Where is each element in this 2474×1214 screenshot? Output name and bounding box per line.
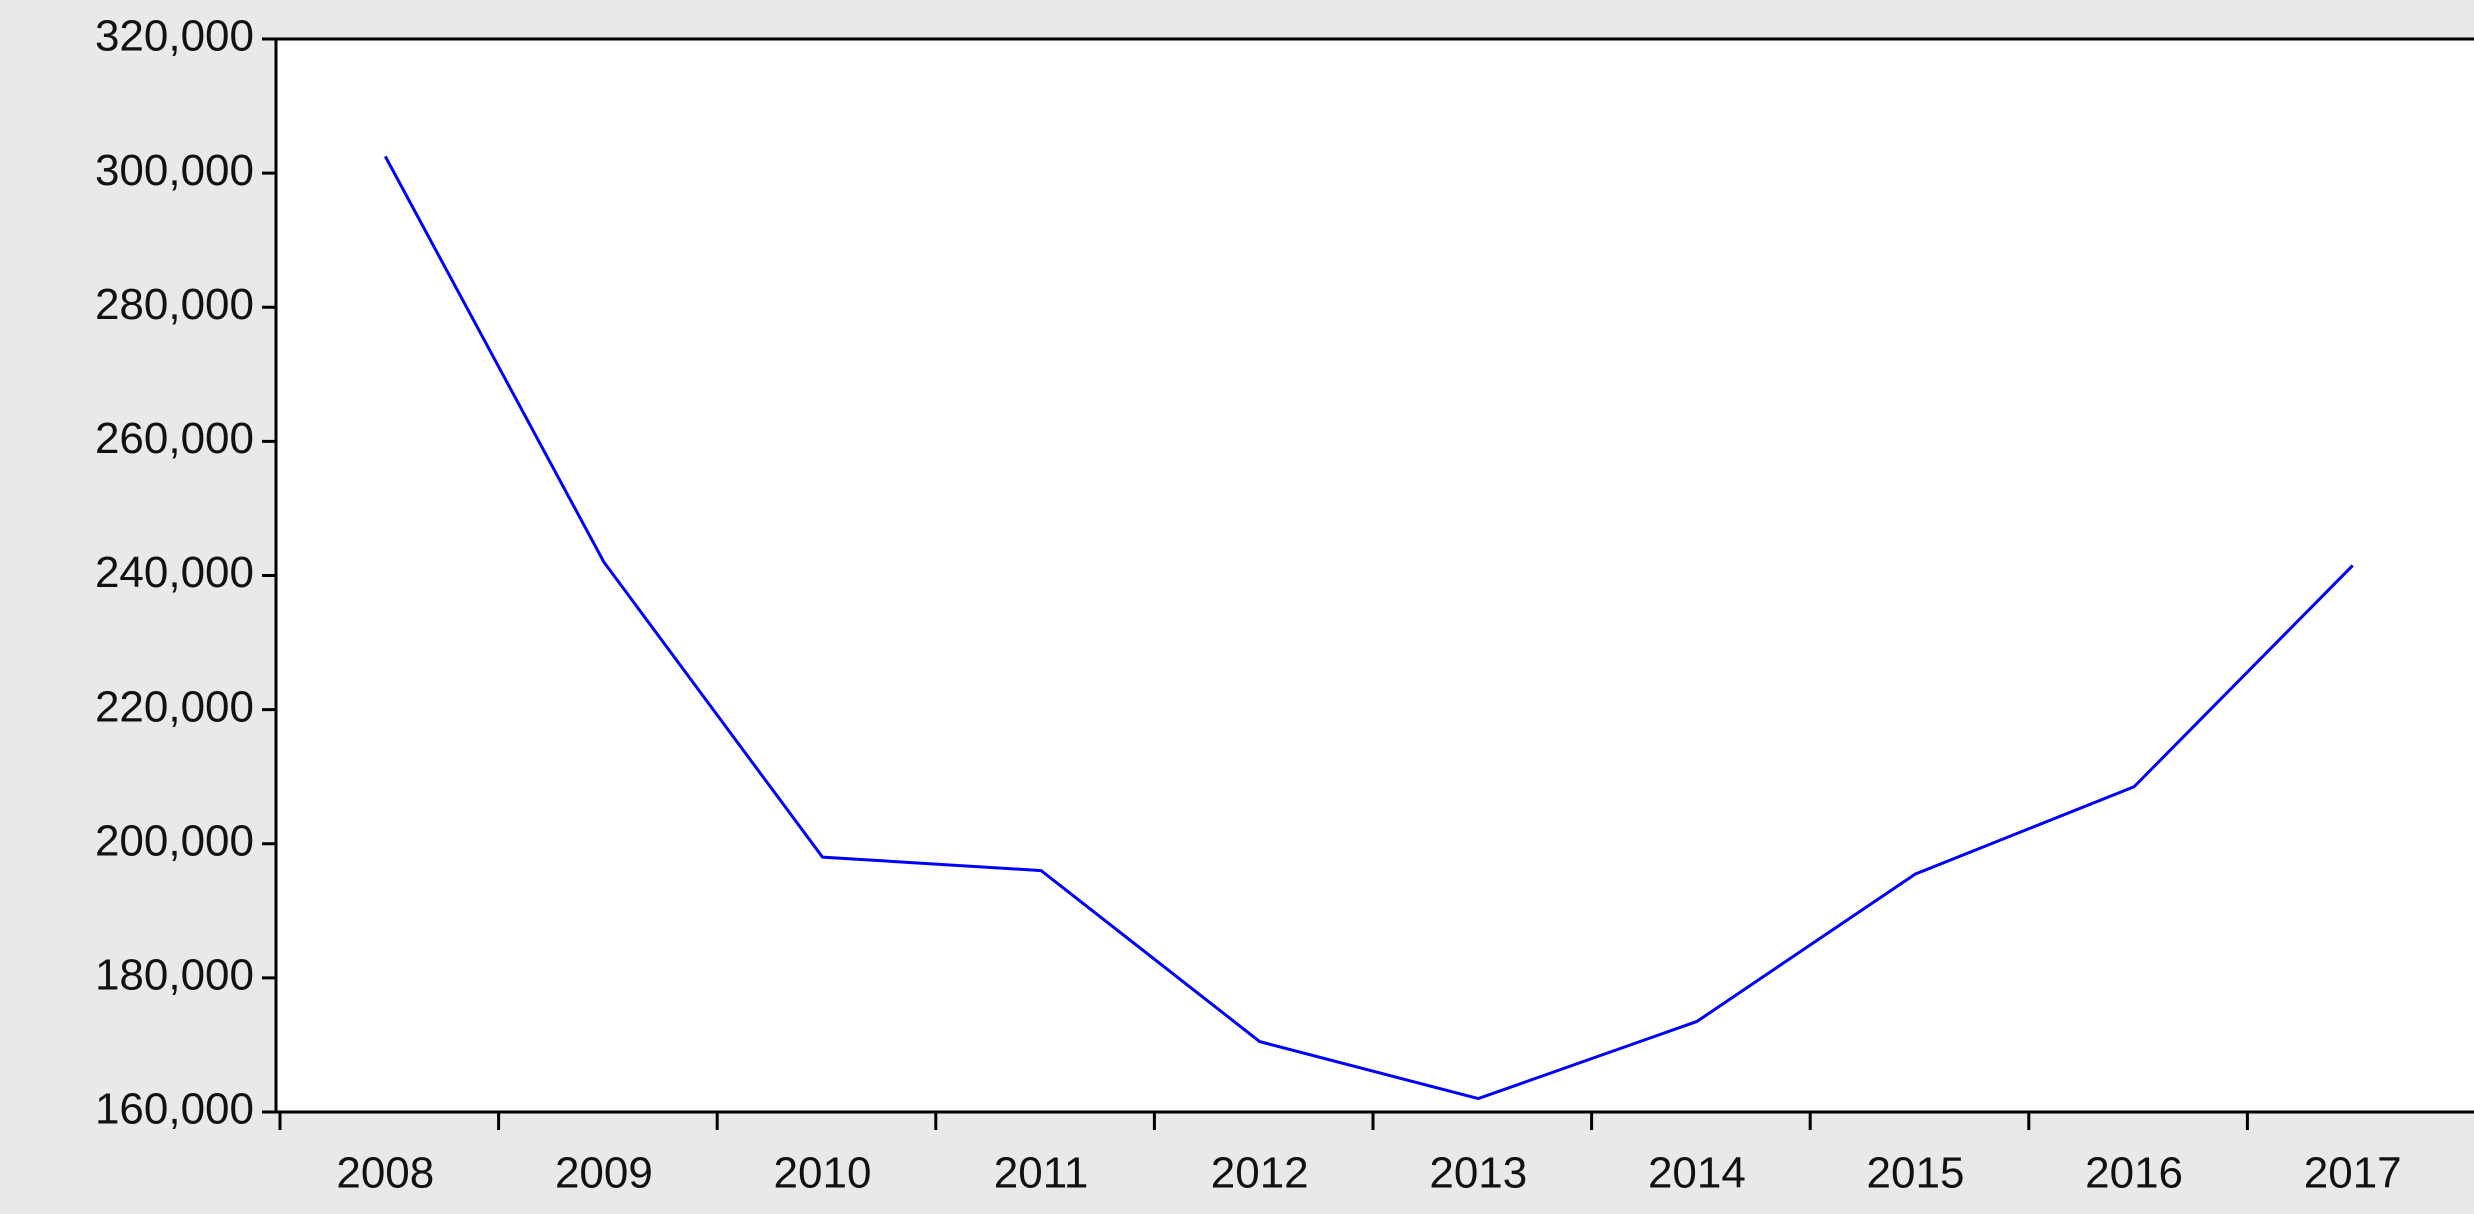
y-tick-label: 180,000 bbox=[95, 951, 254, 1000]
y-tick-label: 280,000 bbox=[95, 280, 254, 329]
x-tick-label: 2015 bbox=[1867, 1149, 1965, 1198]
x-tick-label: 2016 bbox=[2085, 1149, 2183, 1198]
y-tick-label: 220,000 bbox=[95, 682, 254, 731]
x-tick-label: 2017 bbox=[2304, 1149, 2402, 1198]
x-tick-label: 2014 bbox=[1648, 1149, 1746, 1198]
x-tick-label: 2010 bbox=[774, 1149, 872, 1198]
y-tick-label: 160,000 bbox=[95, 1085, 254, 1134]
plot-area bbox=[276, 39, 2474, 1112]
x-tick-label: 2013 bbox=[1429, 1149, 1527, 1198]
x-tick-label: 2008 bbox=[336, 1149, 434, 1198]
x-tick-label: 2009 bbox=[555, 1149, 653, 1198]
y-tick-label: 300,000 bbox=[95, 146, 254, 195]
y-tick-label: 240,000 bbox=[95, 548, 254, 597]
y-tick-label: 260,000 bbox=[95, 414, 254, 463]
data-line bbox=[383, 155, 2354, 1101]
y-tick-label: 320,000 bbox=[95, 12, 254, 61]
y-tick-label: 200,000 bbox=[95, 816, 254, 865]
x-tick-label: 2012 bbox=[1211, 1149, 1309, 1198]
x-tick-label: 2011 bbox=[994, 1149, 1089, 1198]
